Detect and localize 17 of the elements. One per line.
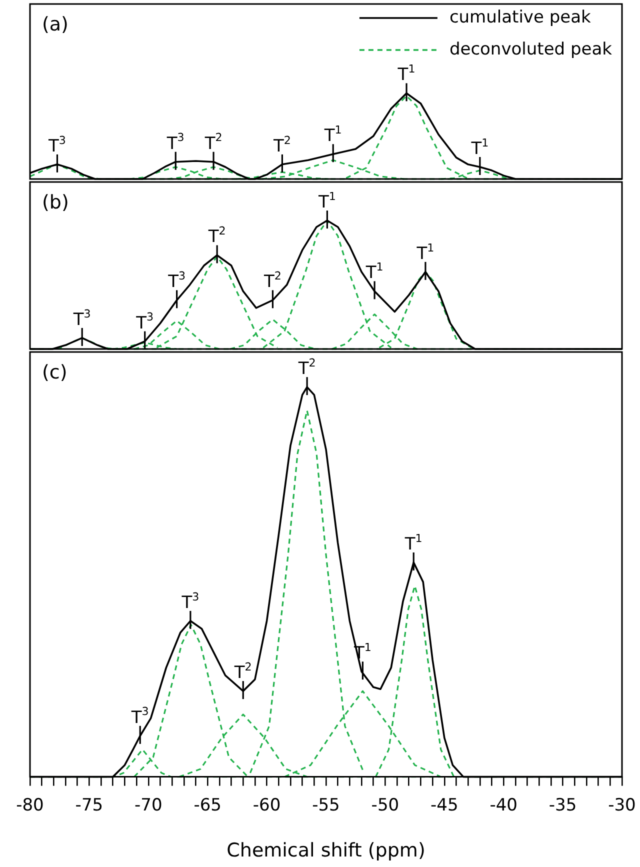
- text: (a): [42, 13, 68, 36]
- x-tick-label: -35: [548, 795, 577, 816]
- legend-label: deconvoluted peak: [449, 39, 612, 60]
- x-axis-title: Chemical shift (ppm): [226, 840, 426, 862]
- x-tick-label: -70: [134, 795, 162, 816]
- x-tick-label: -60: [252, 795, 281, 816]
- x-tick-label: -30: [608, 795, 636, 816]
- x-tick-label: -80: [16, 795, 44, 816]
- x-tick-label: -40: [490, 795, 518, 816]
- x-tick-label: -55: [312, 795, 340, 816]
- legend-label: cumulative peak: [449, 7, 592, 28]
- x-tick-label: -75: [75, 795, 104, 816]
- x-tick-label: -50: [371, 795, 400, 816]
- text: (b): [42, 191, 69, 214]
- x-tick-label: -45: [430, 795, 458, 816]
- x-tick-label: -65: [194, 795, 222, 816]
- text: (c): [42, 361, 68, 384]
